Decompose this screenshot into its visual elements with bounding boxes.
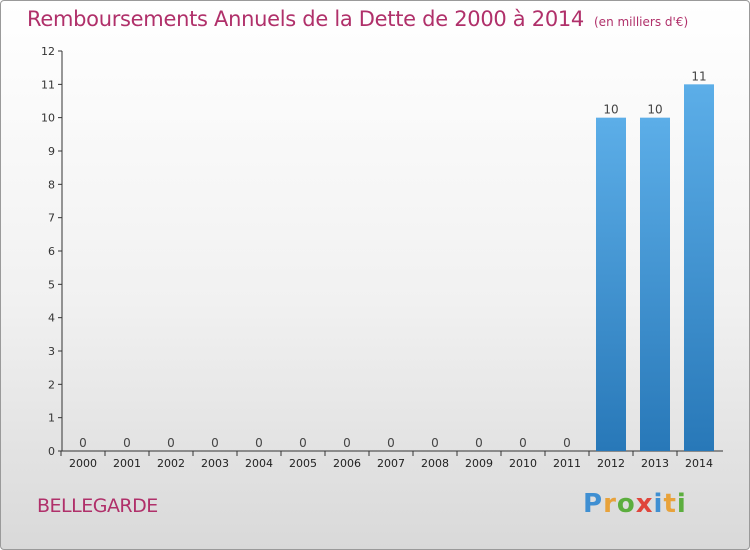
data-label: 0 [167,436,175,450]
data-label: 10 [603,103,618,117]
x-tick-label: 2011 [553,457,581,470]
data-label: 0 [79,436,87,450]
y-tick-label: 4 [48,312,55,325]
data-label: 11 [691,69,706,83]
x-tick-label: 2002 [157,457,185,470]
x-tick-label: 2008 [421,457,449,470]
y-tick-label: 3 [48,345,55,358]
chart-title: Remboursements Annuels de la Dette de 20… [27,7,584,31]
logo-letter: t [663,489,677,519]
logo-letter: i [653,489,664,519]
x-tick-label: 2012 [597,457,625,470]
x-tick-label: 2004 [245,457,273,470]
data-label: 0 [211,436,219,450]
data-label: 10 [647,103,662,117]
data-label: 0 [475,436,483,450]
x-tick-label: 2007 [377,457,405,470]
y-tick-label: 7 [48,212,55,225]
y-tick-label: 1 [48,412,55,425]
data-label: 0 [387,436,395,450]
chart-title-block: Remboursements Annuels de la Dette de 20… [27,7,688,31]
unit-note: (en milliers d'€) [594,15,689,29]
data-label: 0 [431,436,439,450]
data-label: 0 [255,436,263,450]
data-label: 0 [299,436,307,450]
y-tick-label: 10 [41,112,55,125]
x-tick-label: 2006 [333,457,361,470]
data-label: 0 [123,436,131,450]
proxiti-logo[interactable]: Proxiti [583,489,687,519]
bar [596,117,626,452]
logo-letter: i [676,489,687,519]
commune-name: BELLEGARDE [37,495,158,517]
x-tick-label: 2009 [465,457,493,470]
bar [684,84,714,451]
chart-bars [596,84,714,452]
x-tick-label: 2014 [685,457,713,470]
x-tick-label: 2010 [509,457,537,470]
y-tick-label: 11 [41,78,55,91]
y-tick-label: 9 [48,145,55,158]
bar [640,117,670,452]
chart-labels: 2000 0 2001 0 2002 0 2003 0 2004 0 2005 0 2006 0 2007 0… [69,69,713,470]
y-tick-label: 2 [48,378,55,391]
logo-letter: P [583,489,604,519]
data-label: 0 [563,436,571,450]
y-tick-label: 5 [48,278,55,291]
y-tick-label: 6 [48,245,55,258]
logo-letter: o [616,489,636,519]
x-tick-label: 2003 [201,457,229,470]
y-tick-label: 0 [48,445,55,458]
x-tick-label: 2000 [69,457,97,470]
x-tick-label: 2001 [113,457,141,470]
y-tick-label: 12 [41,45,55,58]
x-tick-label: 2013 [641,457,669,470]
data-label: 0 [343,436,351,450]
y-tick-label: 8 [48,178,55,191]
x-tick-label: 2005 [289,457,317,470]
logo-letter: r [603,489,617,519]
logo-letter: x [635,489,654,519]
data-label: 0 [519,436,527,450]
